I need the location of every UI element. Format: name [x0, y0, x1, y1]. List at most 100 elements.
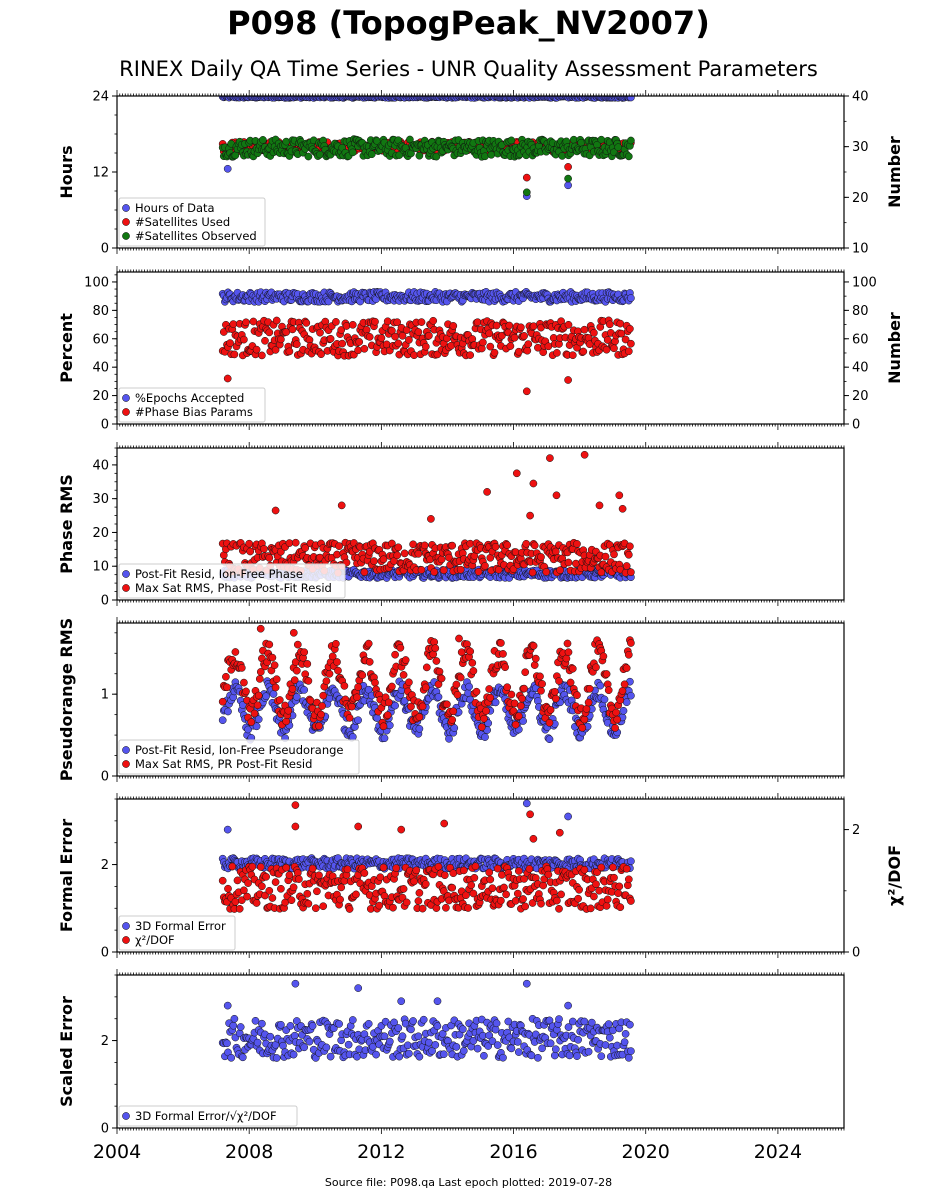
data-point — [377, 334, 386, 342]
legend-marker — [122, 570, 130, 578]
data-point — [600, 695, 609, 704]
data-point — [265, 554, 274, 562]
data-point — [394, 339, 403, 348]
data-point — [226, 339, 234, 347]
data-point — [290, 676, 299, 684]
data-point — [421, 342, 430, 351]
data-point — [353, 693, 361, 702]
data-point — [564, 320, 573, 329]
data-point — [338, 339, 347, 348]
outlier-point — [526, 511, 534, 520]
outlier-point — [522, 188, 531, 197]
data-point — [597, 135, 606, 144]
data-point — [355, 338, 364, 346]
y-tick-label: 40 — [92, 458, 109, 473]
chart-panel-3: 0 10 20 30 40 Phase RMS Post-Fit Resid, Ion-Fr… — [57, 442, 845, 609]
data-point — [253, 701, 262, 710]
data-point — [332, 639, 340, 648]
data-point — [510, 333, 519, 342]
data-point — [318, 702, 326, 710]
legend-label: #Phase Bias Params — [135, 405, 253, 419]
data-point — [319, 691, 328, 700]
data-point — [254, 691, 263, 700]
data-point — [530, 541, 539, 550]
data-point — [218, 697, 227, 706]
data-point — [439, 566, 448, 575]
y-tick-label: 100 — [84, 275, 109, 290]
data-point — [405, 336, 413, 344]
data-point — [249, 317, 258, 326]
data-point — [466, 351, 475, 359]
data-point — [627, 691, 635, 700]
y-tick-label: 60 — [92, 332, 109, 347]
data-point — [622, 698, 631, 707]
legend-label: %Epochs Accepted — [135, 391, 244, 405]
y-tick-label: 20 — [92, 389, 109, 404]
data-point — [503, 541, 512, 549]
data-point — [579, 347, 588, 356]
data-point — [317, 350, 325, 359]
data-point — [627, 568, 635, 577]
outlier-point — [512, 469, 521, 478]
data-point — [275, 696, 284, 704]
data-point — [383, 317, 392, 326]
data-point — [429, 316, 438, 325]
data-point — [573, 540, 581, 548]
y-tick-label: 40 — [92, 361, 109, 376]
data-point — [616, 319, 625, 328]
data-point — [465, 682, 473, 691]
y-right-tick-label: 40 — [852, 361, 869, 376]
data-point — [544, 342, 553, 351]
data-point — [223, 683, 231, 692]
legend-marker — [122, 394, 130, 402]
data-point — [486, 342, 495, 351]
data-point — [265, 328, 274, 337]
data-point — [354, 716, 362, 725]
y-tick-label: 80 — [92, 304, 109, 319]
y-right-tick-label: 100 — [852, 275, 877, 290]
y-right-tick-label: 0 — [852, 418, 860, 433]
data-point — [229, 320, 238, 328]
data-point — [627, 339, 635, 348]
data-point — [291, 538, 300, 547]
data-point — [430, 568, 439, 576]
y-tick-label: 0 — [101, 594, 109, 609]
data-point — [333, 658, 341, 666]
y-right-tick-label: 20 — [852, 389, 869, 404]
data-point — [293, 640, 302, 649]
y-right-axis-label: Number — [885, 312, 904, 384]
data-point — [491, 542, 500, 551]
data-point — [545, 735, 554, 744]
data-point — [324, 297, 333, 306]
data-point — [261, 336, 269, 345]
outlier-point — [564, 163, 572, 171]
outlier-point — [564, 174, 572, 183]
data-point — [481, 562, 489, 570]
data-point — [347, 702, 356, 711]
outlier-point — [427, 515, 435, 523]
data-point — [596, 681, 605, 690]
outlier-point — [564, 376, 572, 384]
data-point — [492, 321, 501, 330]
legend-label: Max Sat RMS, Phase Post-Fit Resid — [135, 581, 332, 595]
chart-panel-2: 0 20 40 60 80 100 0 20 40 60 80 100 Number Percent %Ep… — [57, 266, 904, 433]
data-point — [242, 687, 250, 696]
legend-marker — [122, 218, 130, 226]
data-point — [300, 648, 309, 657]
data-point — [529, 322, 538, 331]
data-point — [420, 541, 429, 550]
data-point — [417, 318, 426, 326]
data-point — [627, 294, 635, 302]
data-point — [626, 324, 634, 333]
data-point — [624, 152, 633, 161]
data-point — [306, 696, 315, 705]
data-point — [322, 677, 331, 685]
data-point — [564, 558, 573, 567]
series-points — [218, 96, 635, 200]
data-point — [580, 325, 589, 334]
data-point — [522, 539, 531, 548]
data-point — [240, 678, 248, 687]
data-point — [415, 724, 424, 733]
data-point — [481, 733, 489, 741]
y-tick-label: 10 — [92, 560, 109, 575]
